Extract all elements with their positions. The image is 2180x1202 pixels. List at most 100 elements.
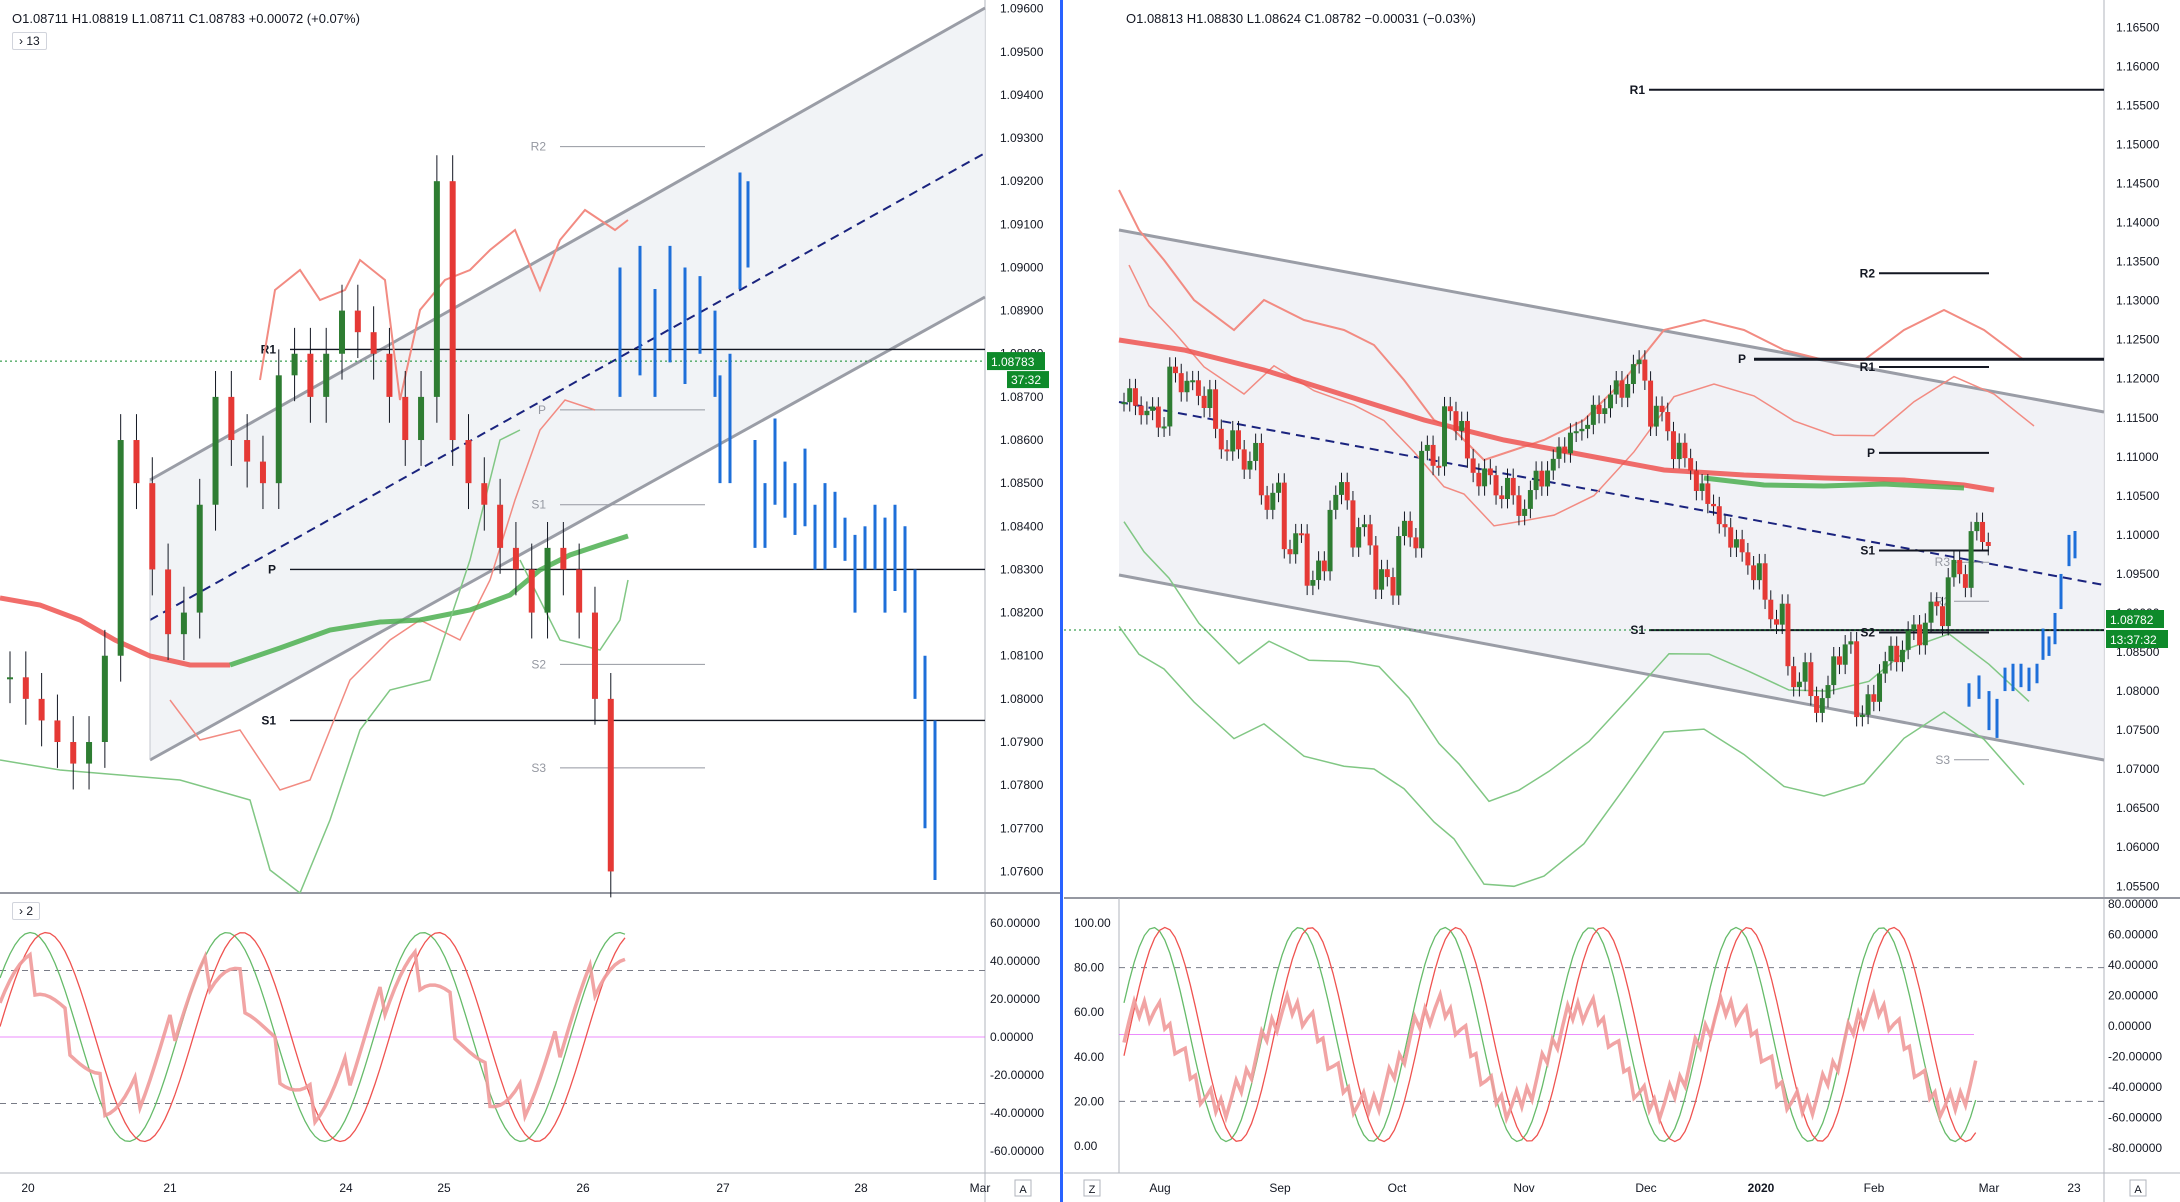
left-osc-tick-label: 60.00000 <box>990 916 1040 930</box>
right-price-tick-label: 1.13000 <box>2116 294 2160 308</box>
right-candle-body <box>1264 495 1270 510</box>
left-chart-pane[interactable]: R2 R1 P S1 S2 S3 P S1 1.09600 1.09500 1.09400 1.093… <box>0 0 1062 1202</box>
left-candle-body <box>212 396 219 505</box>
right-osc-left-tick-label: 20.00 <box>1074 1094 1104 1108</box>
right-candle-body <box>1339 482 1344 495</box>
left-green-band-mid <box>299 429 521 894</box>
left-price-tick-label: 1.08500 <box>1000 476 1044 490</box>
left-candle-body <box>607 698 614 872</box>
right-candle-body <box>1871 694 1877 702</box>
right-candle-body <box>1802 662 1808 682</box>
right-candle-body <box>1356 527 1362 548</box>
left-price-tick-label: 1.08100 <box>1000 649 1044 663</box>
left-candle-body <box>307 353 314 397</box>
right-candle-body <box>1407 520 1413 538</box>
left-indicator-collapse-badge[interactable]: › 13 <box>12 32 47 50</box>
right-candle-body <box>1985 542 1991 546</box>
right-pivot-label-9: S3 <box>1935 753 1950 767</box>
right-candle-body <box>1516 495 1522 516</box>
right-candle-body <box>1470 458 1476 473</box>
right-candle-body <box>1510 477 1516 496</box>
right-candle-body <box>1310 580 1316 586</box>
right-candle-body <box>1814 696 1820 713</box>
right-candle-body <box>1791 666 1797 688</box>
right-candle-body <box>1774 619 1779 625</box>
right-pivot-label-1: R2 <box>1860 266 1876 280</box>
right-moving-average-green <box>1703 475 1965 491</box>
left-oscillator-collapse-badge[interactable]: › 2 <box>12 902 41 920</box>
right-candle-body <box>1882 661 1888 674</box>
left-time-tick-label: 21 <box>163 1181 177 1195</box>
right-candle-body <box>1270 492 1276 510</box>
right-candle-body <box>1379 569 1385 590</box>
right-candle-body <box>1848 641 1854 645</box>
left-auto-scale-button <box>1014 1179 1032 1197</box>
right-osc-right-tick-label: -60.00000 <box>2108 1111 2162 1125</box>
right-candle-body <box>1808 662 1814 697</box>
right-candle-body <box>1247 460 1253 470</box>
right-candle-body <box>1939 606 1945 627</box>
right-zoom-label: Z <box>1089 1184 1096 1196</box>
right-candle-body <box>1447 406 1453 412</box>
left-candle-body <box>228 396 235 441</box>
left-price-tick-label: 1.08900 <box>1000 304 1044 318</box>
left-price-tick-label: 1.07600 <box>1000 864 1044 878</box>
left-candle-body <box>591 612 598 699</box>
right-candle-body <box>1854 641 1860 718</box>
right-candle-body <box>1836 656 1842 665</box>
right-time-tick-label: Mar <box>1979 1181 2000 1195</box>
right-osc-left-tick-label: 40.00 <box>1074 1050 1104 1064</box>
left-candle-body <box>497 504 504 548</box>
right-osc-right-tick-label: -80.00000 <box>2108 1141 2162 1155</box>
left-countdown-label: 37:32 <box>1011 373 1041 387</box>
right-candle-body <box>1934 601 1940 607</box>
left-price-tick-label: 1.08200 <box>1000 606 1044 620</box>
left-chart-svg[interactable]: R2 R1 P S1 S2 S3 P S1 1.09600 1.09500 1.09400 1.093… <box>0 0 1062 1202</box>
right-candle-body <box>1842 644 1848 665</box>
right-candle-body <box>1127 388 1133 403</box>
left-candle-body <box>165 569 172 635</box>
right-countdown-tag <box>2106 630 2168 649</box>
right-pivot-label-6: S2 <box>1860 626 1875 640</box>
right-candle-body <box>1361 524 1367 528</box>
right-candle-body <box>1499 495 1505 500</box>
left-candle-body <box>196 504 203 613</box>
right-candle-body <box>1573 431 1579 434</box>
right-chart-pane[interactable]: R1 R2 R1 P S1 S1 S2 R3 R2 S3 P 1.16500 1.16000 1.1550… <box>1064 0 2180 1202</box>
right-candle-body <box>1459 420 1465 431</box>
right-candle-body <box>1613 380 1619 395</box>
left-price-tick-label: 1.09300 <box>1000 131 1044 145</box>
right-candle-body <box>1945 577 1951 627</box>
right-candle-body <box>1756 563 1762 581</box>
left-candle-body <box>133 440 140 484</box>
left-pivot-label-0: R2 <box>531 140 547 154</box>
right-candle-body <box>1293 533 1299 555</box>
right-candle-body <box>1218 428 1224 450</box>
right-candle-body <box>1676 442 1682 460</box>
right-candle-body <box>1608 394 1614 409</box>
left-candle-body <box>418 396 425 441</box>
left-channel-fill <box>150 8 985 760</box>
right-price-tick-label: 1.16000 <box>2116 59 2160 73</box>
left-pivot-label-3: S1 <box>261 713 276 727</box>
right-candle-body <box>1321 560 1327 572</box>
left-pivot-label-5: S3 <box>531 761 546 775</box>
right-candle-body <box>1327 509 1333 572</box>
left-price-tick-label: 1.09200 <box>1000 174 1044 188</box>
right-red-band-mid <box>1128 264 2035 527</box>
right-price-tick-label: 1.15000 <box>2116 137 2160 151</box>
right-channel-fill <box>1119 230 2104 760</box>
right-candle-body <box>1957 559 1963 575</box>
right-zoom-button <box>1083 1179 1101 1197</box>
left-candle-body <box>433 181 440 397</box>
right-price-tick-label: 1.07000 <box>2116 762 2160 776</box>
left-candle-body <box>465 440 472 484</box>
right-candle-body <box>1522 508 1528 516</box>
left-candle-body <box>86 742 93 764</box>
right-last-price-tag <box>2106 610 2164 629</box>
right-price-tick-label: 1.11000 <box>2116 450 2159 464</box>
left-ohlc-readout: O1.08711 H1.08819 L1.08711 C1.08783 +0.0… <box>12 11 360 26</box>
left-candle-body <box>323 353 330 397</box>
right-candle-body <box>1745 552 1751 566</box>
